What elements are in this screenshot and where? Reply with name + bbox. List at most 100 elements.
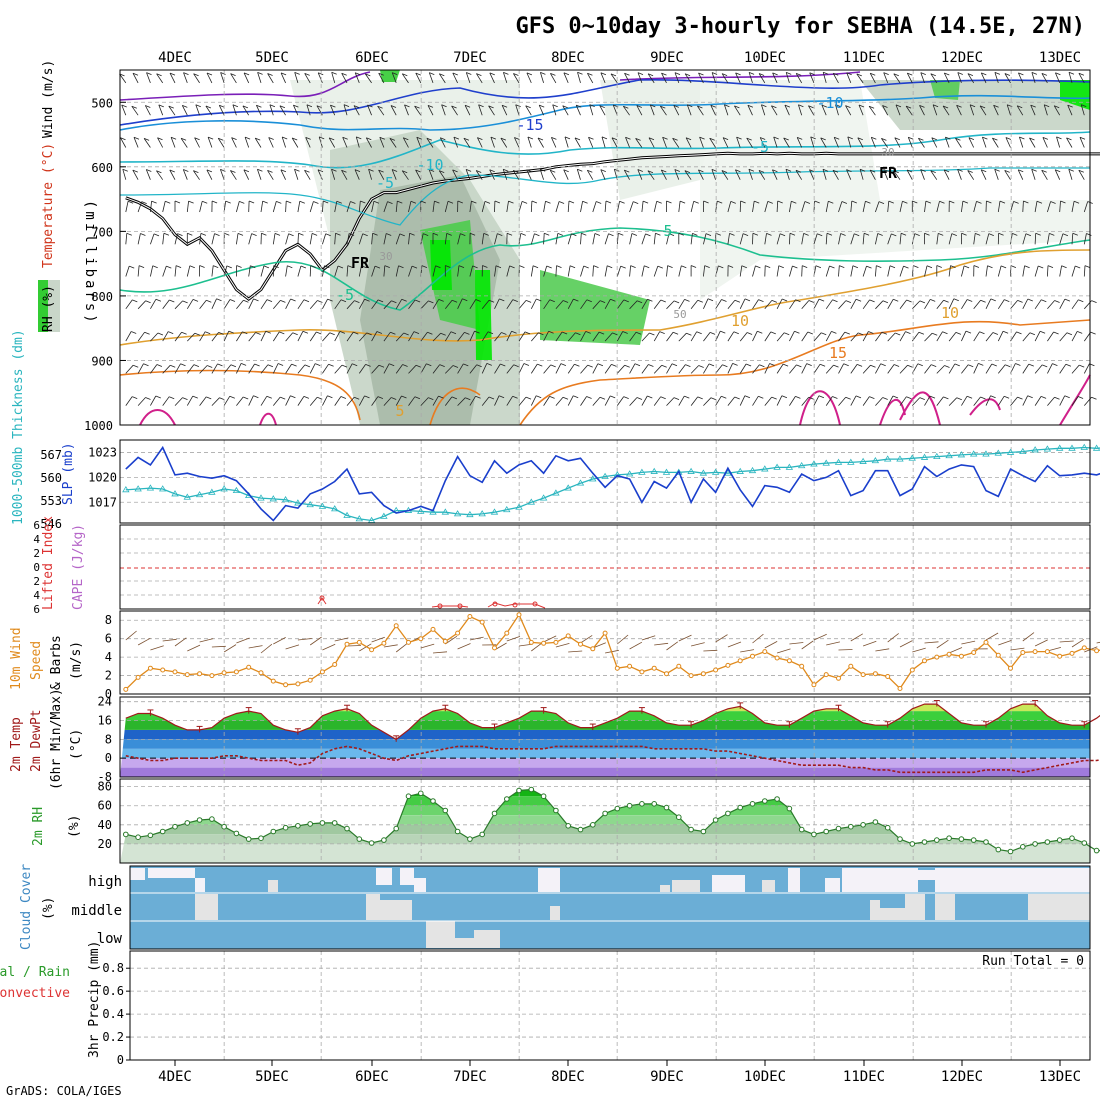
cloud-level-high: high (88, 874, 122, 890)
wind-barb (1059, 233, 1064, 245)
cloud-cell (414, 878, 426, 892)
wind-speed-point (836, 675, 841, 681)
wind-barb (649, 104, 655, 116)
wind-barb (452, 72, 458, 84)
wind-barb-flag (692, 233, 698, 236)
wind-barb-flag (610, 298, 616, 302)
wind-barb (389, 138, 397, 148)
wind-speed-point (774, 655, 780, 661)
wind-barb (678, 299, 685, 310)
wind-barb-flag (758, 299, 764, 302)
wind-barb-flag (858, 332, 864, 336)
thickness-tick-546: 546 (40, 517, 62, 531)
wind-barb-flag (503, 168, 509, 172)
wind-barb-flag (585, 331, 591, 334)
wind-barb-flag (833, 364, 839, 368)
wind-barb-flag (1036, 200, 1043, 204)
wind-barb (469, 330, 475, 342)
wind-barb-flag (398, 265, 404, 269)
wind-barb (439, 137, 446, 148)
wind-barb (936, 233, 939, 245)
wind-barb-flag (1091, 300, 1097, 303)
wind-barb (580, 233, 582, 245)
wind-barb (690, 331, 698, 342)
wind-barb-flag (1041, 169, 1047, 173)
wind-barb-flag (729, 233, 735, 236)
rh-point (184, 820, 191, 826)
wind-barb-flag (426, 137, 433, 141)
wind-barb-flag (364, 298, 370, 302)
wind-barb-flag (573, 298, 579, 302)
wind-barb-flag (637, 169, 643, 172)
wind-barb-10m (457, 643, 471, 650)
wind-barb-flag (1066, 137, 1072, 141)
wind-barb-flag (218, 332, 224, 335)
wind-barb-flag (476, 170, 482, 173)
wind-barb (1004, 170, 1011, 180)
wind-barb (697, 105, 704, 116)
wind-barb (285, 265, 288, 277)
wind-barb-flag (905, 105, 912, 109)
contour-label: -5 (336, 286, 354, 304)
cloud-level-middle: middle (71, 903, 122, 919)
wind-barb-flag (611, 364, 617, 367)
wind-barb-flag (690, 265, 697, 268)
wind-barb (789, 364, 797, 374)
wind-barb-flag (761, 104, 767, 108)
wind-barb-flag (243, 396, 249, 400)
wind-barb (810, 136, 815, 148)
wind-barb-flag (341, 72, 347, 76)
wind-barb (653, 331, 661, 342)
wind-barb (678, 332, 687, 342)
wind-barb (543, 364, 552, 374)
wind-barb (395, 332, 404, 342)
wind-barb (1034, 331, 1041, 342)
wind-barb-flag (213, 265, 219, 268)
wind-barb (304, 170, 311, 180)
wind-barb-flag (770, 331, 776, 335)
wind-barb (674, 169, 680, 180)
wind-barb-flag (239, 201, 245, 204)
wind-barb (236, 396, 244, 406)
wind-barb-flag (242, 331, 248, 335)
rh-point (135, 834, 141, 841)
wind-barb-flag (957, 72, 963, 75)
wind-barb (137, 233, 141, 245)
wind-barb-10m (924, 641, 939, 644)
wind-barb (882, 105, 889, 116)
wind-barb-flag (858, 104, 865, 108)
wind-barb (186, 201, 189, 213)
wind-barb-flag (624, 169, 630, 173)
wind-barb-flag (956, 397, 962, 401)
wind-barb-flag (189, 265, 195, 269)
thickness-point (232, 486, 241, 494)
wind-barb (378, 73, 385, 84)
wind-barb (648, 137, 655, 148)
wind-barb (678, 364, 686, 374)
cloud-cell (538, 868, 560, 892)
wind-barb (297, 299, 305, 310)
temp-tick-8: 8 (105, 732, 112, 746)
wind-barb-10m (469, 636, 484, 641)
wind-barb-flag (979, 105, 986, 109)
wind-barb (906, 169, 913, 180)
wind-barb (555, 363, 562, 374)
rh-point (368, 840, 375, 846)
wind-barb (684, 170, 692, 180)
wind-barb (1047, 233, 1050, 245)
wind-barb-flag (379, 136, 385, 140)
wind-barb (1010, 300, 1018, 310)
wind-barb (538, 104, 544, 116)
thickness-point (539, 494, 548, 501)
wind-barb (724, 104, 729, 116)
thickness-point (146, 484, 155, 491)
wind-barb (776, 395, 783, 406)
wind-tick-0: 0 (105, 687, 112, 701)
rh-point (1069, 835, 1075, 842)
wind-barb-flag (577, 168, 583, 172)
wind-barb (346, 265, 349, 277)
wind-barb (211, 363, 218, 374)
wind-barb-flag (183, 169, 189, 172)
precip-tick-0.4: 0.4 (102, 1007, 124, 1021)
cloud-cell (400, 868, 414, 885)
